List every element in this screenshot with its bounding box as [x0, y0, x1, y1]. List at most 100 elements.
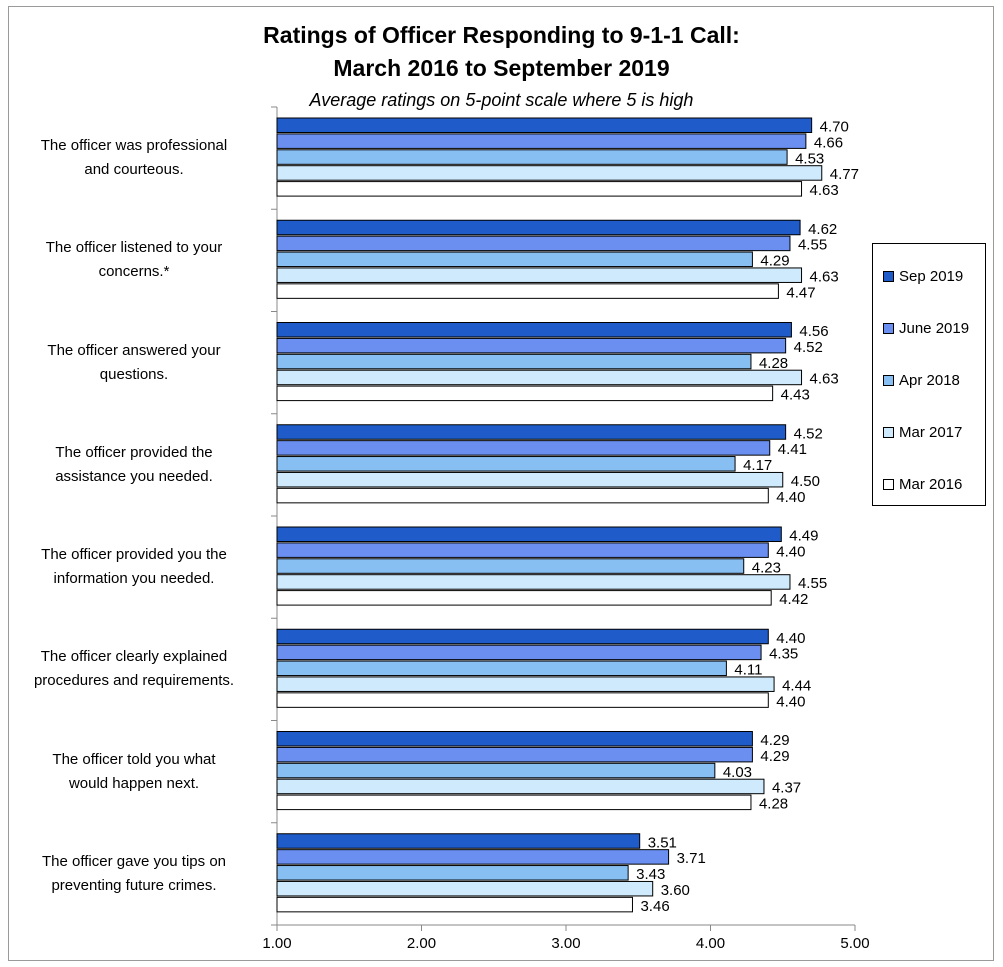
data-label: 4.17	[743, 457, 772, 474]
category-label: The officer gave you tips on preventing …	[42, 852, 226, 894]
category-label: The officer told you what would happen n…	[52, 750, 216, 792]
bar	[276, 456, 736, 472]
bar	[276, 322, 792, 338]
bar	[276, 778, 765, 795]
x-tick-label: 1.00	[262, 935, 291, 952]
bar	[276, 676, 775, 692]
data-label: 4.37	[772, 780, 801, 797]
bar	[276, 794, 752, 811]
data-label: 4.40	[776, 543, 805, 560]
data-label: 4.63	[810, 371, 839, 388]
x-tick-label: 3.00	[551, 935, 580, 952]
data-label: 4.43	[781, 387, 810, 404]
data-label: 4.40	[776, 489, 805, 506]
bar	[276, 731, 753, 747]
data-label: 4.62	[808, 221, 837, 238]
data-label: 4.23	[752, 559, 781, 576]
data-label: 4.41	[778, 441, 807, 458]
data-label: 4.42	[779, 591, 808, 608]
data-label: 4.35	[769, 646, 798, 663]
bar	[276, 692, 769, 708]
legend-label: Sep 2019	[899, 267, 964, 285]
data-label: 4.52	[794, 339, 823, 356]
legend-item: June 2019	[883, 318, 969, 338]
bar	[276, 117, 813, 133]
data-label: 4.63	[810, 268, 839, 285]
bar	[276, 487, 769, 504]
bar	[276, 865, 629, 881]
data-label: 4.66	[814, 134, 843, 151]
bar	[276, 896, 633, 913]
bar	[276, 762, 716, 779]
chart-legend: Sep 2019 June 2019 Apr 2018 Mar 2017 Mar 201…	[872, 243, 986, 506]
bar	[276, 880, 654, 897]
legend-label: June 2019	[899, 319, 970, 337]
bar	[276, 574, 791, 590]
category-label: The officer clearly explained procedures…	[33, 648, 235, 690]
bar	[276, 424, 787, 440]
bar	[276, 353, 752, 370]
chart-subtitle: Average ratings on 5-point scale where 5…	[309, 90, 694, 110]
bar	[276, 133, 807, 149]
data-label: 4.50	[791, 473, 820, 490]
bar	[276, 660, 727, 677]
bar	[276, 746, 753, 763]
legend-swatch	[883, 374, 894, 386]
data-label: 4.56	[799, 323, 828, 340]
bar	[276, 526, 782, 542]
bar	[276, 219, 801, 236]
x-tick-label: 2.00	[407, 935, 436, 952]
data-label: 3.51	[648, 834, 677, 851]
data-label: 4.28	[759, 355, 788, 372]
data-label: 4.47	[786, 284, 815, 301]
legend-item: Mar 2016	[883, 474, 962, 494]
legend-label: Mar 2017	[899, 423, 963, 441]
bar	[276, 181, 803, 197]
category-label: The officer provided the assistance you …	[55, 443, 213, 485]
data-label: 4.29	[760, 732, 789, 749]
data-label: 4.11	[734, 662, 762, 679]
bar	[276, 542, 769, 558]
chart-title-line-2: March 2016 to September 2019	[333, 55, 670, 81]
legend-swatch	[883, 478, 894, 490]
data-label: 4.63	[810, 182, 839, 199]
legend-item: Sep 2019	[883, 266, 963, 286]
data-label: 3.43	[636, 866, 665, 883]
category-label: The officer listened to your concerns.*	[45, 239, 223, 281]
legend-label: Apr 2018	[899, 371, 960, 389]
x-tick-label: 4.00	[696, 935, 725, 952]
legend-item: Mar 2017	[883, 422, 962, 442]
data-label: 3.46	[640, 898, 669, 915]
category-label: The officer was professional and courteo…	[40, 137, 228, 179]
bar	[276, 235, 791, 252]
data-label: 4.28	[759, 796, 788, 813]
data-label: 4.55	[798, 237, 827, 254]
data-label: 4.53	[795, 150, 824, 167]
legend-swatch	[883, 426, 894, 438]
data-label: 4.55	[798, 575, 827, 592]
data-label: 4.44	[782, 677, 811, 694]
data-label: 4.40	[776, 630, 805, 647]
legend-label: Mar 2016	[899, 475, 963, 493]
bar	[276, 849, 670, 865]
data-label: 4.03	[723, 764, 752, 781]
bar	[276, 149, 788, 165]
bar	[276, 471, 784, 488]
bar	[276, 283, 779, 299]
bar	[276, 833, 641, 849]
x-tick-label: 5.00	[840, 935, 869, 952]
legend-item: Apr 2018	[883, 370, 960, 390]
bar	[276, 251, 753, 268]
bar	[276, 165, 823, 181]
data-label: 4.29	[760, 748, 789, 765]
bar	[276, 558, 745, 574]
data-label: 4.52	[794, 425, 823, 442]
bar	[276, 440, 771, 456]
data-label: 4.77	[830, 166, 859, 183]
data-label: 3.71	[677, 850, 706, 867]
legend-swatch	[883, 322, 894, 334]
bar	[276, 369, 803, 386]
category-label: The officer provided you the information…	[41, 546, 227, 588]
bar	[276, 267, 803, 283]
